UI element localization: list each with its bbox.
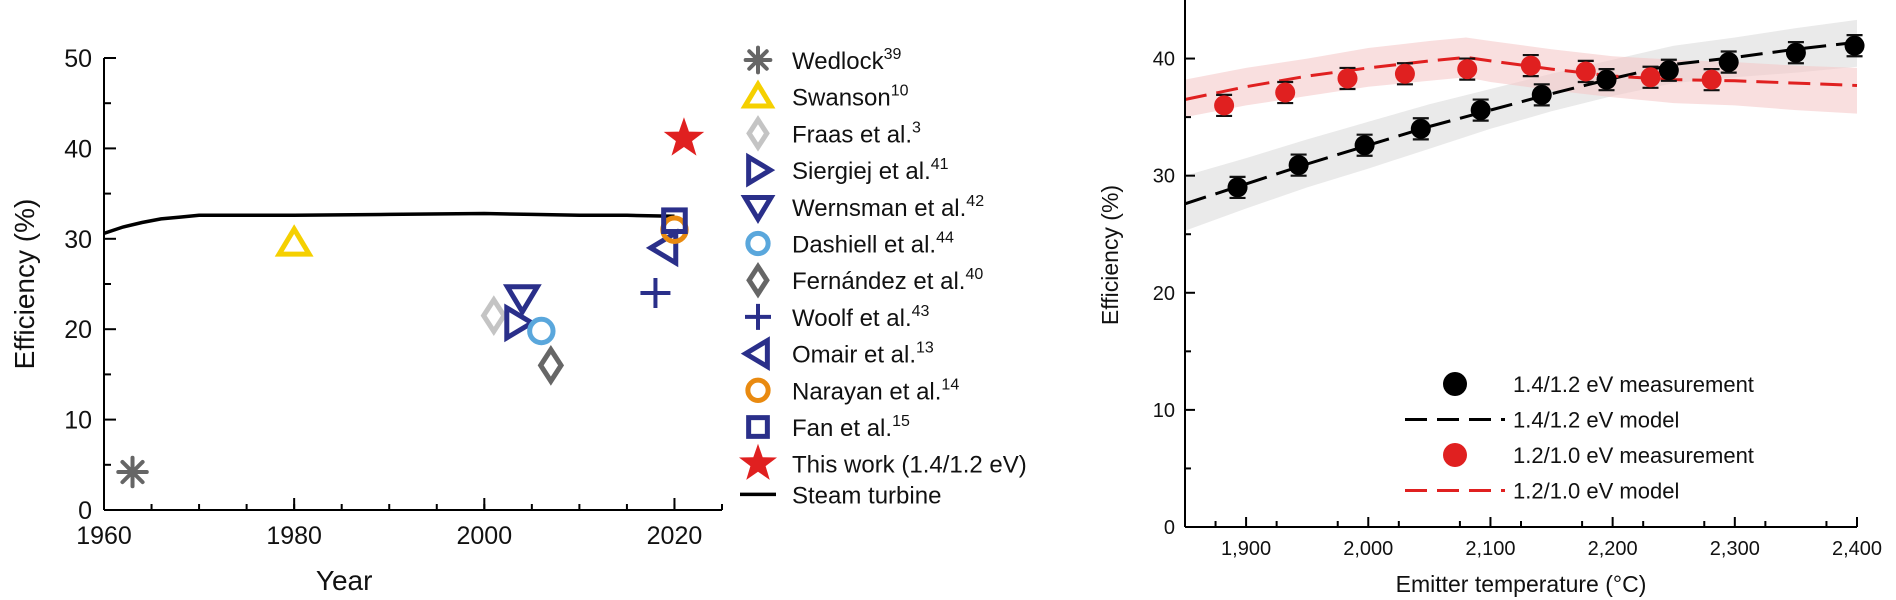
legend-marker (740, 79, 776, 109)
x-tick-label: 2020 (647, 522, 703, 550)
data-point-wernsman-et-al- (502, 284, 542, 317)
y-tick-label: 0 (1164, 517, 1175, 539)
data-point-fraas-et-al- (480, 295, 507, 336)
x-tick-label: 2000 (456, 522, 512, 550)
legend-marker (745, 303, 771, 330)
measurement-point (1844, 35, 1865, 56)
legend-label: Omair et al.13 (792, 340, 934, 369)
measurement-point (1575, 61, 1596, 82)
legend-label: 1.4/1.2 eV measurement (1513, 372, 1754, 397)
x-tick-label: 1980 (266, 522, 322, 550)
y-tick-label: 30 (64, 226, 92, 254)
data-point-fern-ndez-et-al- (537, 345, 565, 386)
data-point-dashiell-et-al- (527, 316, 556, 346)
legend-label: Swanson10 (792, 83, 909, 112)
data-point-fan-et-al- (661, 207, 688, 235)
legend-marker (740, 194, 776, 225)
data-point-omair-et-al- (645, 228, 679, 268)
y-tick-label: 40 (64, 135, 92, 163)
y-tick-label: 50 (64, 45, 92, 73)
legend-marker (745, 377, 771, 403)
data-point-siergiej-et-al- (504, 303, 537, 343)
legend-marker (745, 230, 771, 257)
model-uncertainty-band (1185, 37, 1857, 118)
steam-turbine-line (103, 211, 675, 236)
y-tick-label: 10 (64, 407, 92, 435)
y-tick-label: 20 (64, 316, 92, 344)
measurement-point (1457, 59, 1478, 80)
x-tick-label: 2,100 (1465, 538, 1515, 560)
measurement-point (1718, 52, 1739, 73)
y-tick-label: 40 (1153, 49, 1175, 71)
legend-marker (740, 336, 770, 372)
legend-label: Fraas et al.3 (792, 119, 921, 148)
y-tick-label: 0 (78, 497, 92, 525)
x-tick-label: 2,400 (1832, 538, 1882, 560)
x-tick-label: 1960 (76, 522, 132, 550)
y-axis-title: Efficiency (%) (9, 199, 40, 370)
measurement-point (1531, 84, 1552, 105)
data-point-swanson (274, 224, 314, 257)
x-tick-label: 1,900 (1221, 538, 1271, 560)
measurement-point (1785, 42, 1806, 63)
legend-marker (746, 415, 770, 439)
legend-label: Dashiell et al.44 (792, 230, 954, 259)
measurement-point (1354, 135, 1375, 156)
legend-label: 1.4/1.2 eV model (1513, 408, 1679, 433)
legend-label: Wedlock39 (792, 46, 901, 75)
measurement-point (1288, 155, 1309, 176)
x-axis-title: Emitter temperature (°C) (1396, 571, 1647, 597)
legend-label: Fernández et al.40 (792, 266, 983, 295)
legend-marker (746, 152, 776, 188)
y-tick-label: 10 (1153, 400, 1175, 422)
measurement-point (1701, 69, 1722, 90)
measurement-point (1410, 118, 1431, 139)
legend-label: 1.2/1.0 eV measurement (1513, 443, 1754, 468)
x-tick-label: 2,300 (1710, 538, 1760, 560)
legend-label: Narayan et al.14 (792, 376, 959, 405)
legend-label: Steam turbine (792, 482, 941, 509)
y-tick-label: 20 (1153, 283, 1175, 305)
legend-label: 1.2/1.0 eV model (1513, 479, 1679, 504)
measurement-point (1275, 82, 1296, 103)
data-point-wedlock (116, 455, 149, 489)
legend-label: Wernsman et al.42 (792, 193, 984, 222)
y-axis-title: Efficiency (%) (1097, 185, 1123, 325)
measurement-point (1520, 55, 1541, 76)
data-point-this-work-1-4-1-2-ev- (663, 117, 705, 156)
measurement-point (1470, 100, 1491, 121)
measurement-point (1227, 177, 1248, 198)
x-tick-label: 2,000 (1343, 538, 1393, 560)
legend-marker (738, 443, 778, 480)
measurement-point (1596, 69, 1617, 90)
measurement-point (1337, 68, 1358, 89)
legend-label: Siergiej et al.41 (792, 156, 949, 185)
legend-marker (1443, 372, 1467, 396)
legend-marker (743, 45, 773, 75)
measurement-point (1394, 63, 1415, 84)
data-point-woolf-et-al- (640, 278, 671, 309)
legend-marker (746, 115, 770, 152)
measurement-point (1214, 95, 1235, 116)
x-axis-title: Year (316, 565, 373, 596)
timeline-chart: 0 10 20 30 40 50 1960 1980 2000 2020 Year Efficienc… (9, 45, 1027, 596)
legend-marker (1443, 443, 1467, 467)
legend-label: This work (1.4/1.2 eV) (792, 452, 1027, 479)
model-line (1184, 55, 1858, 101)
measurement-point (1658, 60, 1679, 81)
y-tick-label: 30 (1153, 166, 1175, 188)
temperature-chart: 0 10 20 30 40 1,900 2,000 2,100 2,200 2,300 2,400 E… (1097, 0, 1882, 597)
legend-label: Woolf et al.43 (792, 303, 930, 332)
legend-marker (746, 261, 770, 299)
legend-label: Fan et al.15 (792, 413, 910, 442)
x-tick-label: 2,200 (1588, 538, 1638, 560)
measurement-point (1640, 67, 1661, 88)
